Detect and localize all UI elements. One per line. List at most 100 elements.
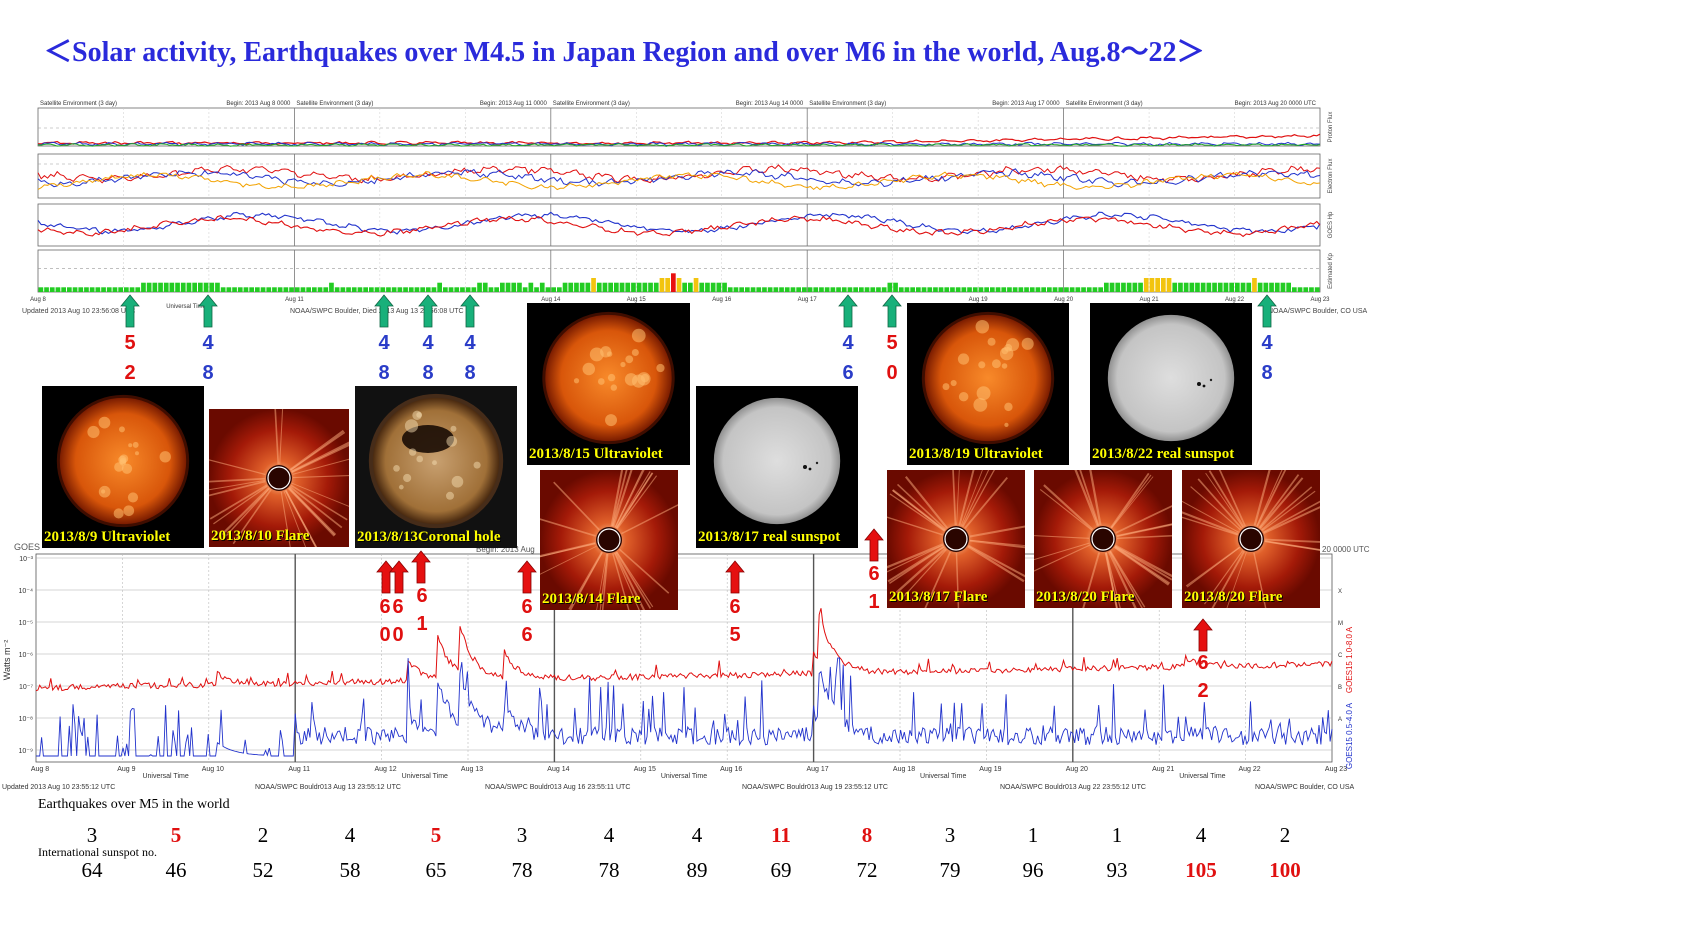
env-header: Satellite Environment (3 day) [1066, 101, 1143, 107]
kp-bar [1200, 282, 1206, 292]
kp-bar [1001, 287, 1007, 292]
solar-image-flare: 2013/8/14 Flare [540, 470, 678, 610]
sunspot-cell: 78 [511, 858, 533, 882]
kp-bar [1126, 282, 1132, 292]
xray-y-tick: 10⁻⁹ [19, 748, 33, 755]
eq-count-cell: 4 [1195, 823, 1207, 847]
solar-image-uv: 2013/8/19 Ultraviolet [907, 303, 1069, 465]
sun-graphic [540, 470, 678, 610]
kp-bar [745, 287, 750, 292]
kp-bar [847, 287, 853, 292]
kp-bar [237, 287, 243, 292]
xray-footer: Updated 2013 Aug 10 23:55:12 UTC [2, 784, 115, 791]
kp-bar [1252, 278, 1257, 292]
kp-bar [1086, 287, 1092, 292]
kp-bar [340, 287, 346, 292]
kp-bar [408, 287, 414, 292]
japan-quake-magnitude-dec: 0 [886, 362, 898, 384]
xray-footer: NOAA/SWPC Bouldr013 Aug 16 23:55:11 UTC [485, 784, 630, 791]
kp-bar [226, 287, 232, 292]
xray-class-label: B [1338, 685, 1342, 691]
xray-series-short [36, 657, 1333, 757]
eq-count-cell: 5 [430, 823, 442, 847]
kp-bar [557, 287, 562, 292]
xray-header: GOES [14, 542, 40, 552]
hp-red [37, 214, 1321, 238]
xray-flux-chart: GOES Begin: 2013 Aug 20 0000 UTC10⁻³10⁻⁴10… [2, 542, 1370, 791]
sunspot-cell: 89 [686, 858, 708, 882]
kp-bar [591, 278, 596, 292]
kp-bar [49, 287, 55, 292]
kp-bar [619, 282, 625, 292]
env-header: Satellite Environment (3 day) [553, 101, 630, 107]
kp-bar [312, 287, 317, 292]
decimal-separator: - [128, 342, 132, 354]
kp-bar [1212, 282, 1217, 292]
kp-bar [1138, 282, 1143, 292]
kp-bar [420, 287, 425, 292]
kp-bar [203, 282, 209, 292]
kp-bar [1035, 287, 1041, 292]
kp-bar [522, 287, 528, 292]
kp-bar [175, 282, 180, 292]
kp-bar [904, 287, 910, 292]
kp-bar [995, 287, 1001, 292]
env-right-label: Electron Flux [1328, 158, 1334, 193]
kp-bar [1206, 282, 1212, 292]
solar-image-uv: 2013/8/9 Ultraviolet [42, 386, 204, 548]
japan-quake-magnitude-int: 4 [378, 332, 390, 354]
kp-bar [380, 287, 386, 292]
kp-bar [807, 287, 813, 292]
kp-bar [403, 287, 408, 292]
kp-bar [739, 287, 744, 292]
electron-flux-blue [37, 168, 1321, 188]
xray-y-tick: 10⁻⁶ [19, 652, 33, 659]
sun-graphic [1034, 470, 1172, 608]
xray-y-tick: 10⁻³ [19, 556, 33, 563]
kp-bar [653, 282, 659, 292]
japan-quake-magnitude-dec: 6 [842, 362, 854, 384]
kp-bar [608, 282, 613, 292]
kp-bar [334, 287, 340, 292]
sun-graphic [713, 397, 841, 525]
kp-bar [853, 287, 858, 292]
world-quake-magnitude-int: 6 [392, 596, 404, 618]
kp-bar [89, 287, 95, 292]
kp-bar [972, 287, 978, 292]
kp-bar [636, 282, 642, 292]
xray-class-label: A [1338, 717, 1342, 723]
kp-bar [859, 287, 864, 292]
kp-bar [579, 282, 585, 292]
eq-count-cell: 3 [944, 823, 956, 847]
kp-bar [1286, 282, 1291, 292]
kp-bar [648, 282, 653, 292]
kp-bar [1075, 287, 1081, 292]
kp-bar [1178, 282, 1183, 292]
kp-bar [1269, 282, 1274, 292]
xray-x-tick: Aug 15 [634, 766, 656, 773]
kp-bar [625, 282, 631, 292]
kp-bar [454, 287, 460, 292]
sunspot-cell: 100 [1269, 858, 1301, 882]
env-begin: Begin: 2013 Aug 8 0000 [226, 101, 291, 107]
kp-bar [180, 282, 186, 292]
solar-image-flare: 2013/8/20 Flare [1182, 470, 1320, 608]
xray-x-tick: Aug 19 [979, 766, 1001, 773]
kp-bar [1303, 287, 1309, 292]
kp-bar [756, 287, 762, 292]
kp-bar [129, 287, 135, 292]
kp-bar [431, 287, 437, 292]
kp-bar [169, 282, 175, 292]
kp-bar [1149, 278, 1155, 292]
env-x-tick: Aug 14 [541, 297, 561, 303]
kp-bar [631, 282, 636, 292]
kp-bar [767, 287, 773, 292]
green-arrow-icon [120, 294, 140, 328]
kp-bar [881, 287, 887, 292]
kp-bar [55, 287, 61, 292]
kp-bar [158, 282, 163, 292]
world-quake-magnitude-dec: 0 [379, 624, 391, 646]
world-quake-magnitude-dec: 0 [392, 624, 404, 646]
sunspot-cell: 65 [425, 858, 447, 882]
xray-class-label: X [1338, 589, 1342, 595]
